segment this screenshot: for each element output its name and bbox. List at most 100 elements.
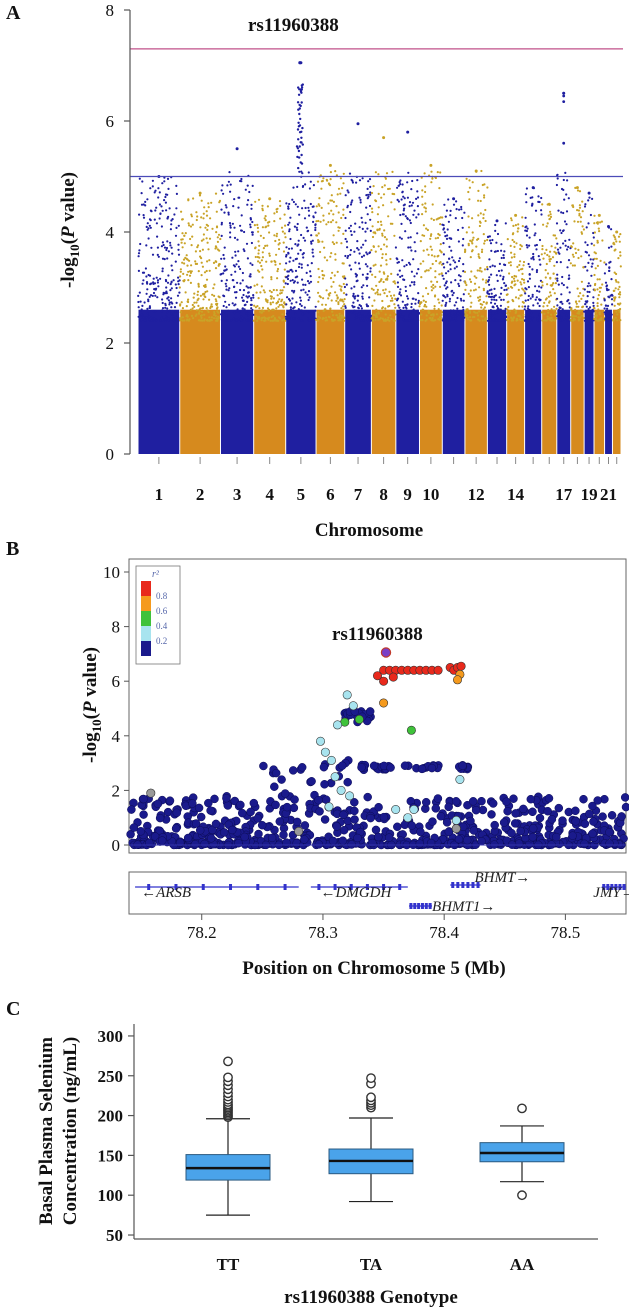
snp-point bbox=[361, 295, 364, 298]
snp-point bbox=[599, 286, 603, 289]
snp-point bbox=[556, 242, 559, 245]
snp-point bbox=[484, 208, 487, 212]
snp-point bbox=[298, 88, 301, 91]
snp-point bbox=[262, 289, 265, 292]
snp-point bbox=[297, 121, 300, 125]
snp-point bbox=[577, 295, 580, 298]
snp-point bbox=[587, 282, 590, 285]
snp-point bbox=[257, 297, 260, 300]
snp-point bbox=[462, 263, 465, 266]
regional-snp bbox=[363, 792, 372, 802]
ld-snp-lightblue bbox=[391, 804, 401, 814]
snp-point bbox=[441, 319, 444, 322]
snp-point bbox=[322, 317, 325, 320]
x-tick-label: 78.3 bbox=[308, 923, 338, 942]
snp-point bbox=[537, 316, 541, 319]
snp-point bbox=[261, 276, 264, 279]
snp-point bbox=[208, 316, 211, 319]
snp-point bbox=[322, 219, 325, 222]
snp-point bbox=[516, 265, 519, 268]
snp-point bbox=[250, 207, 253, 210]
snp-point bbox=[445, 301, 448, 304]
snp-point bbox=[452, 317, 455, 320]
snp-point bbox=[490, 292, 493, 295]
snp-point bbox=[323, 246, 326, 249]
snp-point bbox=[411, 311, 414, 314]
snp-point bbox=[318, 197, 321, 200]
snp-point bbox=[596, 278, 599, 281]
snp-point bbox=[250, 313, 253, 316]
snp-point bbox=[412, 213, 415, 216]
snp-point bbox=[592, 310, 595, 313]
snp-point bbox=[432, 283, 435, 287]
snp-point bbox=[570, 245, 573, 248]
snp-point bbox=[372, 245, 375, 248]
snp-point bbox=[358, 226, 361, 229]
snp-point bbox=[223, 310, 226, 313]
regional-snp bbox=[514, 839, 524, 848]
snp-point bbox=[511, 298, 514, 302]
snp-point bbox=[357, 315, 361, 318]
snp-point bbox=[592, 236, 595, 239]
snp-point bbox=[330, 285, 333, 288]
snp-point bbox=[507, 287, 510, 290]
snp-point bbox=[233, 285, 236, 288]
regional-snp bbox=[246, 807, 255, 817]
snp-point bbox=[599, 318, 603, 322]
regional-snp bbox=[499, 818, 509, 827]
regional-snp bbox=[145, 838, 154, 848]
snp-point bbox=[399, 183, 402, 186]
snp-point bbox=[166, 307, 169, 310]
regional-snp bbox=[275, 817, 285, 826]
regional-snp bbox=[290, 795, 299, 804]
snp-point bbox=[440, 304, 443, 307]
snp-point bbox=[381, 306, 384, 309]
snp-point bbox=[294, 269, 298, 272]
snp-point bbox=[345, 316, 348, 319]
snp-point bbox=[438, 301, 441, 304]
snp-point bbox=[481, 315, 485, 318]
snp-point bbox=[236, 238, 239, 241]
snp-point bbox=[296, 128, 300, 131]
snp-point bbox=[173, 213, 176, 216]
snp-point bbox=[368, 251, 372, 254]
snp-point bbox=[287, 205, 290, 208]
snp-point bbox=[365, 194, 368, 197]
snp-point bbox=[190, 314, 194, 317]
snp-point bbox=[248, 295, 251, 298]
snp-point bbox=[179, 319, 182, 322]
snp-point bbox=[323, 256, 326, 259]
snp-point bbox=[348, 264, 351, 267]
snp-point bbox=[495, 274, 498, 277]
snp-point bbox=[535, 243, 539, 247]
snp-point bbox=[317, 315, 320, 318]
snp-point bbox=[317, 219, 320, 223]
snp-point bbox=[419, 262, 422, 265]
snp-point bbox=[528, 308, 531, 311]
snp-point bbox=[568, 302, 571, 305]
snp-point bbox=[163, 246, 167, 249]
gene-label-bhmt1: BHMT1→ bbox=[432, 899, 495, 915]
snp-point bbox=[339, 177, 342, 180]
snp-point bbox=[604, 317, 607, 321]
snp-point bbox=[402, 306, 405, 309]
regional-snp bbox=[339, 810, 348, 820]
snp-point bbox=[514, 296, 518, 299]
snp-point bbox=[561, 308, 564, 311]
snp-point bbox=[516, 279, 519, 282]
snp-point bbox=[514, 311, 517, 314]
snp-point bbox=[465, 231, 468, 234]
snp-point bbox=[543, 312, 546, 315]
snp-point bbox=[421, 203, 424, 206]
x-tick-label: 10 bbox=[422, 485, 439, 504]
snp-point bbox=[253, 304, 256, 307]
exon bbox=[466, 882, 470, 888]
snp-point bbox=[245, 319, 248, 322]
regional-snp bbox=[415, 839, 425, 848]
snp-point bbox=[549, 213, 552, 216]
snp-point bbox=[317, 318, 320, 321]
snp-point bbox=[461, 244, 464, 247]
snp-point bbox=[288, 202, 291, 206]
snp-point bbox=[297, 149, 301, 153]
snp-point bbox=[381, 234, 384, 237]
